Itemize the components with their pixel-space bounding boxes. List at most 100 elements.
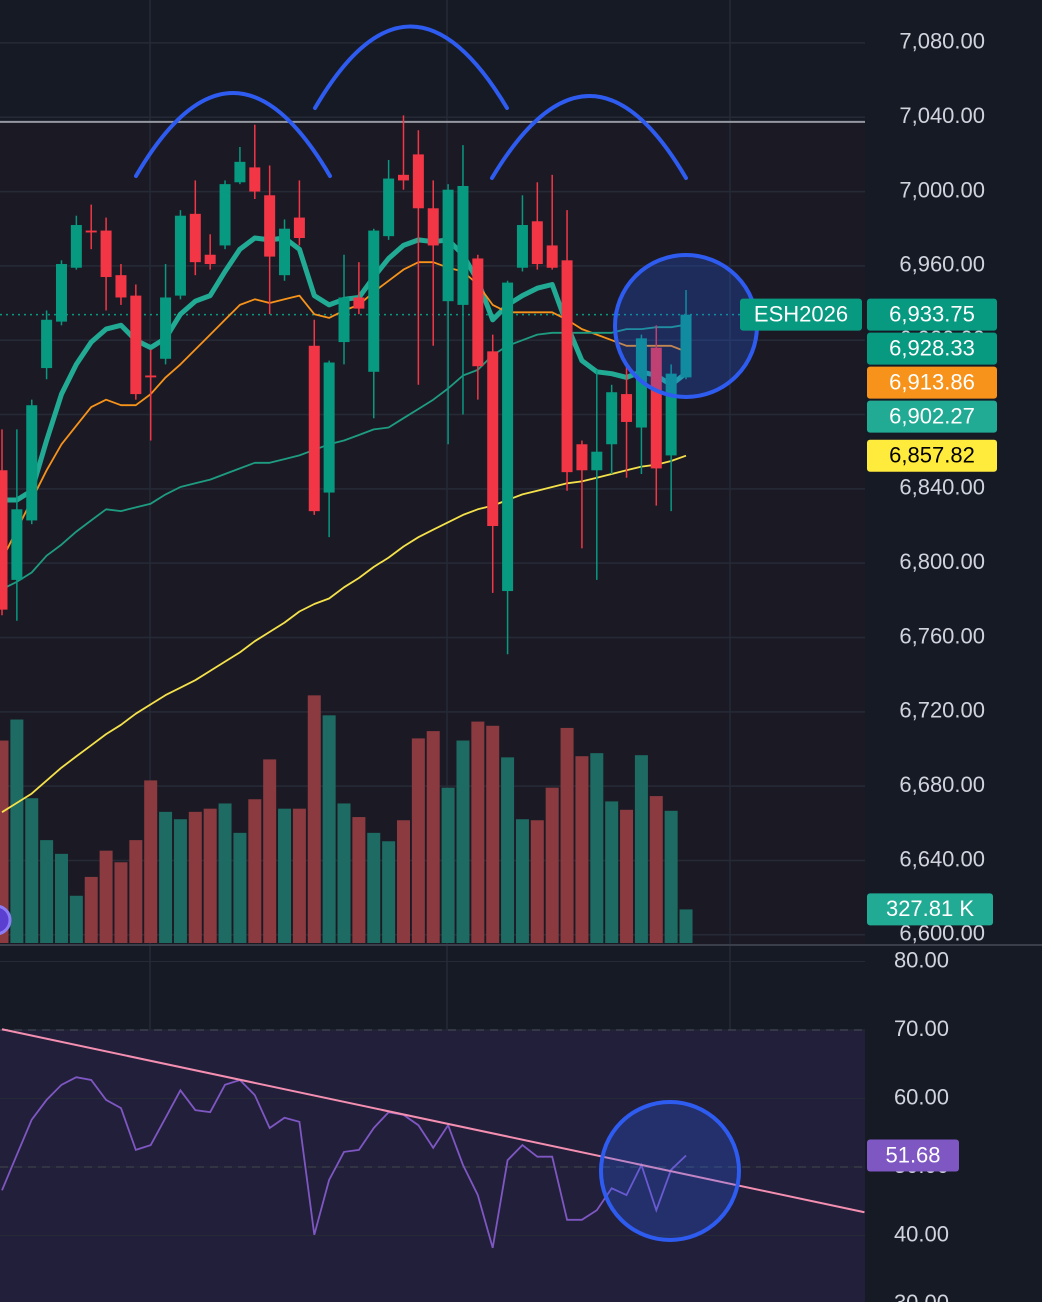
candle-body <box>576 444 588 471</box>
candle-body <box>680 314 692 378</box>
symbol-label: ESH2026 <box>754 301 848 326</box>
candle-body <box>160 297 172 359</box>
rsi-tick-label: 30.00 <box>894 1290 949 1302</box>
candle-body <box>442 189 454 302</box>
price-tag <box>867 298 997 331</box>
volume-bar <box>69 895 83 943</box>
volume-bar <box>188 811 202 943</box>
volume-bar <box>203 808 217 943</box>
rsi-band <box>0 1029 865 1302</box>
volume-bar <box>605 801 619 943</box>
y-tick-label: 6,720.00 <box>899 698 985 723</box>
candle-body <box>204 254 216 265</box>
volume-bar <box>486 725 500 943</box>
rsi-tag <box>867 1139 959 1172</box>
candle-body <box>26 405 38 521</box>
candle-body <box>338 297 350 343</box>
candle-body <box>457 185 469 305</box>
candle-body <box>561 260 573 473</box>
candle-body <box>70 225 82 268</box>
moving-average <box>1 454 687 813</box>
candle-body <box>41 319 53 369</box>
candle-body <box>234 161 246 183</box>
price-tag-label: 6,933.75 <box>889 301 975 326</box>
rsi-tag-label: 51.68 <box>885 1142 940 1167</box>
volume-bar <box>411 738 425 943</box>
price-tag <box>867 400 997 433</box>
volume-tag-label: 327.81 K <box>886 896 974 921</box>
highlight-circle <box>599 1100 741 1242</box>
volume-bar <box>396 820 410 943</box>
candle-body <box>397 174 409 181</box>
volume-bar <box>233 832 247 943</box>
candle-body <box>11 509 23 580</box>
candle-body <box>308 345 320 512</box>
candle-body <box>279 228 291 276</box>
candle-body <box>368 230 380 372</box>
volume-bar <box>114 862 128 943</box>
candle-body <box>115 275 127 298</box>
right-shoulder-arc <box>490 94 688 180</box>
candle-body <box>531 221 543 265</box>
candle-body <box>293 217 305 239</box>
volume-bar <box>144 780 158 943</box>
candle-body <box>412 154 424 209</box>
price-tag-label: 6,902.27 <box>889 403 975 428</box>
rsi-tick-label: 40.00 <box>894 1221 949 1246</box>
volume-bar <box>679 909 693 943</box>
volume-bar <box>0 740 9 943</box>
price-tag <box>867 439 997 472</box>
volume-bar <box>471 721 485 943</box>
candle-body <box>665 373 677 456</box>
head-arc <box>313 24 509 110</box>
y-tick-label: 7,000.00 <box>899 177 985 202</box>
price-tag-label: 6,857.82 <box>889 443 975 468</box>
volume-bar <box>159 811 173 943</box>
candle-body <box>264 195 276 257</box>
volume-bar <box>382 841 396 943</box>
volume-bar <box>292 808 306 943</box>
volume-bar <box>218 803 232 943</box>
candle-body <box>85 230 97 233</box>
volume-bar <box>575 756 589 943</box>
candle-body <box>0 470 8 610</box>
candle-body <box>591 451 603 471</box>
volume-bar <box>590 753 604 943</box>
y-tick-label: 6,840.00 <box>899 475 985 500</box>
volume-bar <box>501 757 515 943</box>
volume-bar <box>40 840 54 943</box>
candle-body <box>383 178 395 237</box>
y-tick-label: 6,960.00 <box>899 252 985 277</box>
event-icon <box>0 905 12 935</box>
rsi-line <box>1 1076 687 1249</box>
volume-bar <box>129 840 143 943</box>
candle-body <box>516 225 528 268</box>
y-tick-label: 6,800.00 <box>899 549 985 574</box>
candle-body <box>502 282 514 592</box>
rsi-trendline <box>1 1028 865 1214</box>
candle-body <box>249 167 261 192</box>
candle-body <box>130 295 142 395</box>
candle-body <box>219 184 231 246</box>
volume-bar <box>352 817 366 943</box>
rsi-tick-label: 70.00 <box>894 1016 949 1041</box>
volume-bar <box>99 850 113 943</box>
candle-body <box>323 362 335 493</box>
candle-body <box>606 392 618 445</box>
volume-bar <box>173 819 187 943</box>
candle-body <box>353 297 365 309</box>
candle-body <box>427 208 439 246</box>
y-tick-label: 6,760.00 <box>899 623 985 648</box>
y-tick-label: 6,640.00 <box>899 846 985 871</box>
volume-bar <box>307 695 321 943</box>
y-tick-label: 7,040.00 <box>899 103 985 128</box>
volume-bar <box>560 727 574 943</box>
volume-bar <box>10 719 24 943</box>
volume-bar <box>634 755 648 943</box>
rsi-tick-label: 80.00 <box>894 947 949 972</box>
price-tag <box>867 366 997 399</box>
candle-body <box>621 394 633 422</box>
volume-tag <box>867 893 993 926</box>
volume-bar <box>367 832 381 943</box>
